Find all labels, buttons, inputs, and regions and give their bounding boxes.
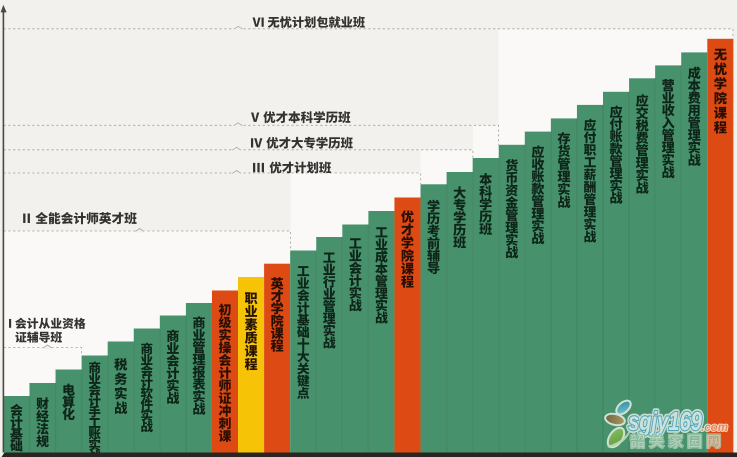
svg-text:sgjy169: sgjy169 <box>628 406 702 436</box>
svg-text:.com: .com <box>701 422 728 434</box>
svg-text:sgjy169: sgjy169 <box>628 406 702 436</box>
